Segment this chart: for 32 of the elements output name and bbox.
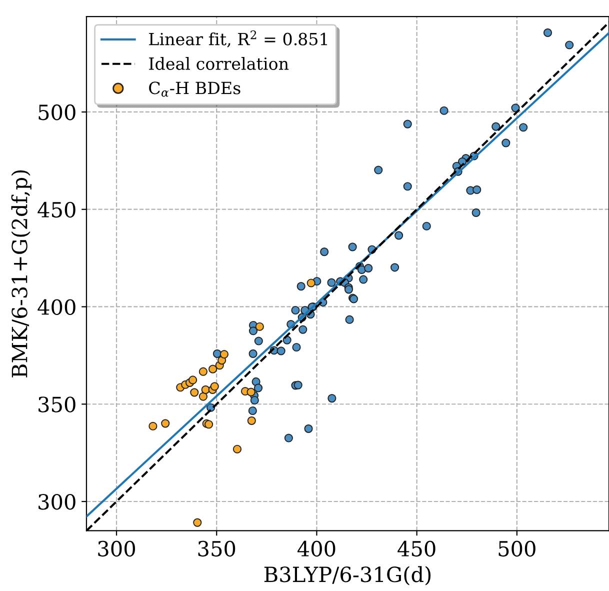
point [255,322,264,331]
point [161,419,170,428]
point [246,388,256,396]
y-tick-label: 500 [38,104,76,120]
point [193,518,202,527]
y-tick-label: 450 [38,202,76,218]
legend-label: C$_{α}$-H BDEs [149,82,240,97]
point [201,385,210,394]
point [198,367,208,376]
point [190,388,199,397]
legend-label: Ideal correlation [149,57,289,70]
y-tick-label: 350 [38,396,76,412]
x-tick-label: 350 [198,540,236,557]
point [188,376,198,384]
point [232,444,242,454]
x-tick-label: 450 [398,540,436,557]
y-axis-title: BMK/6-31+G(2df,p) [11,170,32,378]
point [306,278,316,288]
legend-label: Linear fit, R$^{2}$ = 0.851 [149,30,327,48]
y-tick-label: 400 [38,299,76,315]
point [198,392,208,401]
x-axis-title: B3LYP/6-31G(d) [264,566,431,586]
x-tick-label: 500 [498,540,536,557]
point [204,420,214,429]
point [148,422,158,430]
point [247,416,256,425]
x-tick-label: 300 [98,540,136,557]
point [208,364,218,374]
x-tick-label: 400 [297,540,336,557]
point [220,350,229,359]
y-tick-label: 300 [38,494,76,510]
point [210,382,219,391]
